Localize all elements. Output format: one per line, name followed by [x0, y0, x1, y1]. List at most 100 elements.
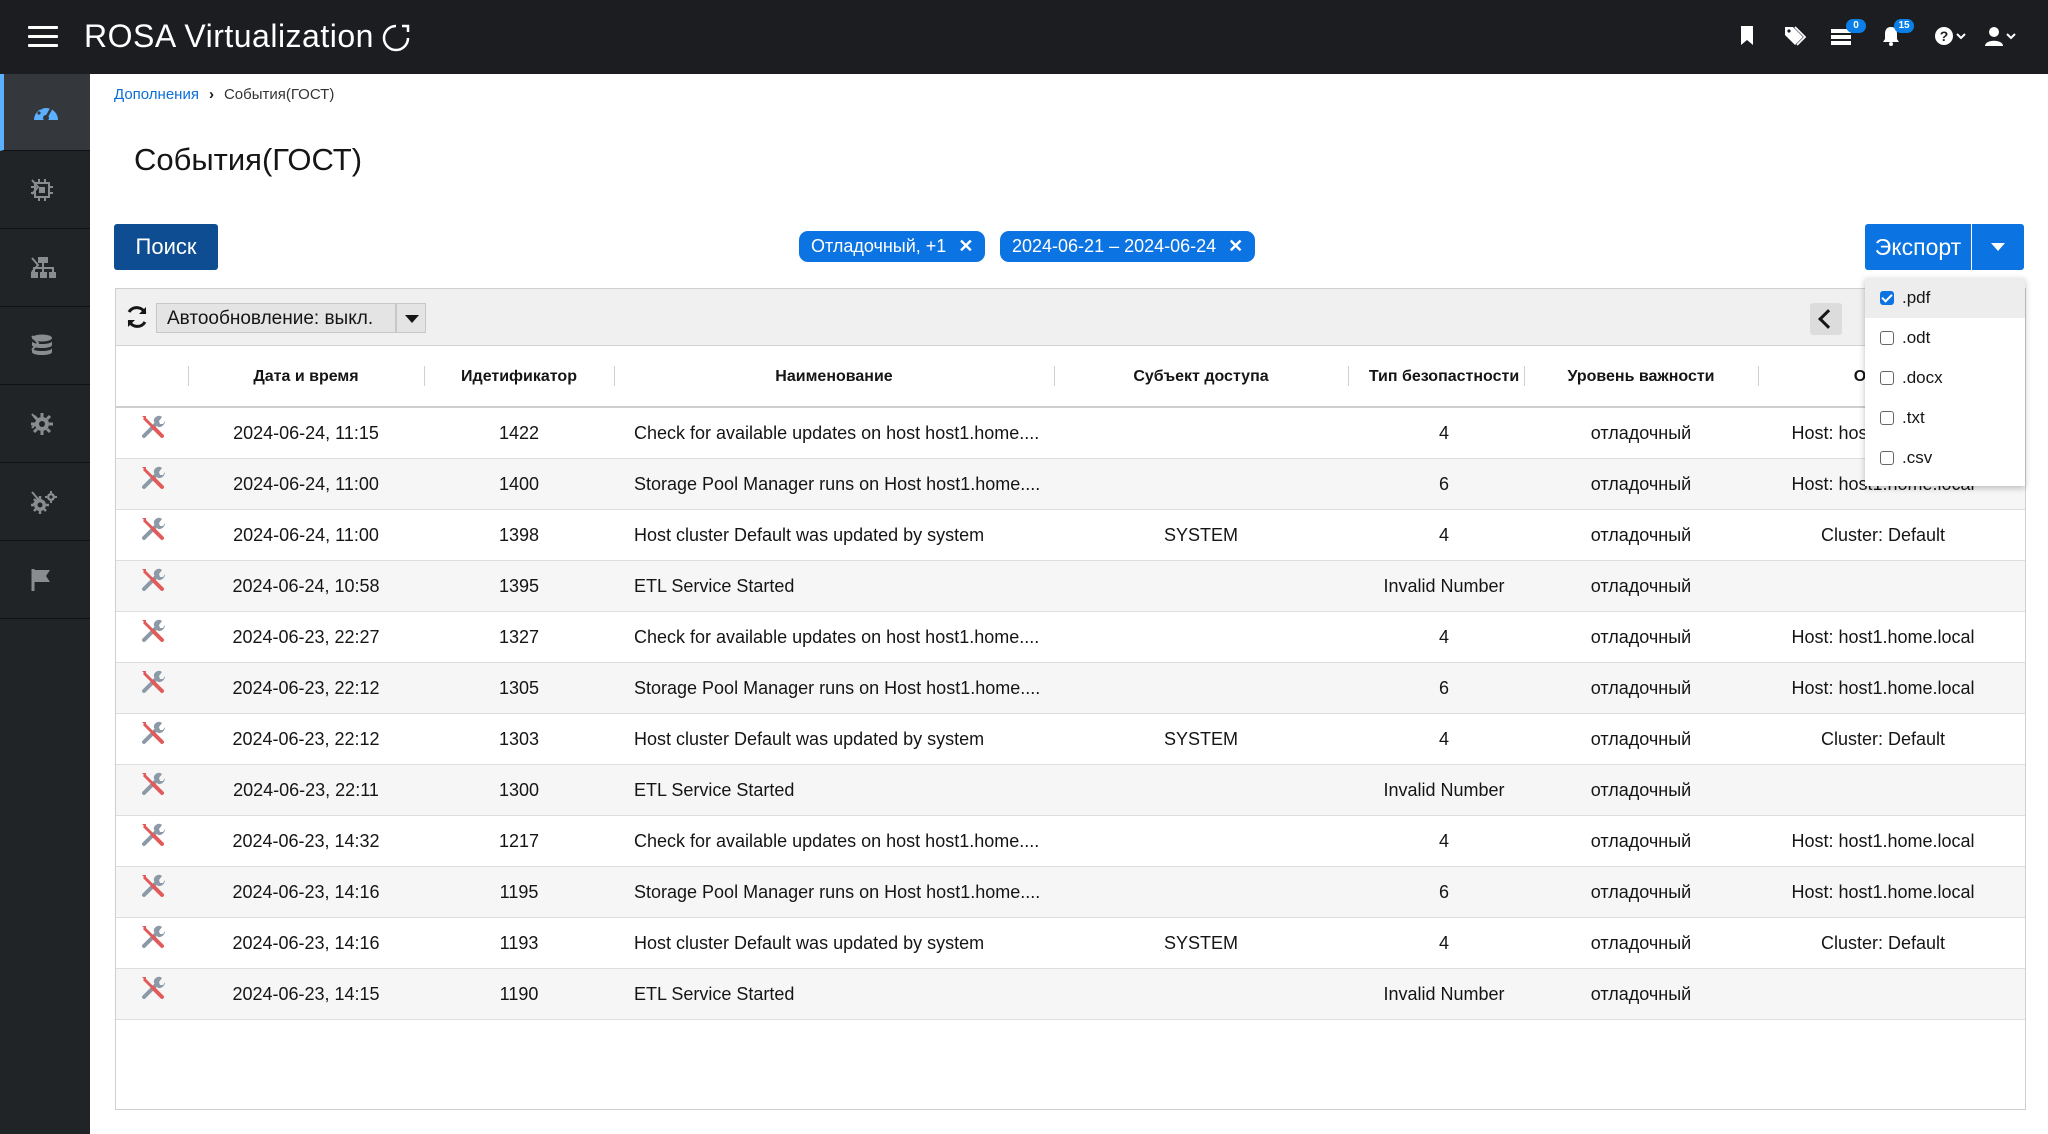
cell-datetime: 2024-06-23, 22:11	[233, 780, 379, 800]
cell-id: 1303	[498, 729, 540, 749]
column-header-severity[interactable]: Уровень важности	[1567, 367, 1715, 385]
sidebar-item-dashboard[interactable]	[0, 74, 90, 151]
column-header-datetime[interactable]: Дата и время	[253, 367, 359, 385]
checkbox[interactable]	[1880, 411, 1894, 425]
table-row[interactable]: 2024-06-23, 14:32 1217 Check for available…	[116, 816, 2025, 867]
cell-name: Check for available updates on host host…	[634, 423, 1040, 443]
help-icon[interactable]: ?	[1934, 22, 1974, 52]
table-row[interactable]: 2024-06-23, 22:12 1303 Host cluster Defaul…	[116, 714, 2025, 765]
table-row[interactable]: 2024-06-23, 22:11 1300 ETL Service Started…	[116, 765, 2025, 816]
cell-name: Host cluster Default was updated by syst…	[634, 933, 985, 953]
export-option-label: .docx	[1902, 368, 1943, 387]
table-row[interactable]: 2024-06-23, 14:16 1195 Storage Pool Manage…	[116, 867, 2025, 918]
export-option-docx[interactable]: .docx	[1865, 358, 2025, 398]
cell-datetime: 2024-06-24, 11:00	[233, 525, 379, 545]
grid-toolbar: Автообновление: выкл.	[116, 289, 2025, 346]
breadcrumb-link-parent[interactable]: Дополнения	[114, 86, 199, 103]
cell-name: Host cluster Default was updated by syst…	[634, 525, 985, 545]
search-button[interactable]: Поиск	[114, 224, 218, 270]
table-row[interactable]: 2024-06-23, 22:12 1305 Storage Pool Manage…	[116, 663, 2025, 714]
filter-chip-label: Отладочный, +1	[811, 236, 947, 256]
cell-id: 1193	[499, 933, 539, 953]
export-option-csv[interactable]: .csv	[1865, 438, 2025, 478]
tags-icon[interactable]	[1780, 22, 1814, 52]
cell-id: 1217	[498, 831, 540, 851]
cell-name: Storage Pool Manager runs on Host host1.…	[634, 474, 1041, 494]
sidebar-item-administration[interactable]	[0, 386, 90, 463]
export-option-txt[interactable]: .txt	[1865, 398, 2025, 438]
table-row[interactable]: 2024-06-24, 11:15 1422 Check for available…	[116, 408, 2025, 459]
filter-chip-label: 2024-06-21 – 2024-06-24	[1012, 236, 1217, 256]
export-option-label: .odt	[1902, 328, 1931, 347]
export-option-odt[interactable]: .odt	[1865, 318, 2025, 358]
cell-security-type: 4	[1438, 627, 1449, 647]
cell-severity: отладочный	[1590, 627, 1692, 647]
cell-id: 1422	[498, 423, 540, 443]
cell-object	[1758, 561, 2008, 611]
cell-subject	[1054, 969, 1348, 1019]
notifications-icon[interactable]: 15	[1876, 19, 1914, 52]
tasks-icon[interactable]: 0	[1828, 19, 1866, 52]
column-header-name[interactable]: Наименование	[775, 367, 893, 385]
storage-icon	[32, 334, 52, 355]
hamburger-menu-icon[interactable]	[28, 26, 58, 48]
checkbox[interactable]	[1880, 371, 1894, 385]
column-separator	[1348, 366, 1349, 386]
close-icon[interactable]: ✕	[1228, 236, 1244, 256]
table-row[interactable]: 2024-06-24, 10:58 1395 ETL Service Started…	[116, 561, 2025, 612]
close-icon[interactable]: ✕	[958, 236, 974, 256]
cell-datetime: 2024-06-23, 14:32	[232, 831, 380, 851]
bookmark-icon[interactable]	[1732, 22, 1766, 52]
cell-id: 1195	[499, 882, 539, 902]
refresh-icon[interactable]	[124, 304, 150, 330]
table-row[interactable]: 2024-06-23, 22:27 1327 Check for available…	[116, 612, 2025, 663]
cell-datetime: 2024-06-24, 11:15	[233, 423, 379, 443]
cell-severity: отладочный	[1590, 423, 1692, 443]
cell-id: 1190	[499, 984, 539, 1004]
table-row[interactable]: 2024-06-24, 11:00 1398 Host cluster Defaul…	[116, 510, 2025, 561]
cell-severity: отладочный	[1590, 780, 1692, 800]
export-option-label: .csv	[1902, 448, 1933, 467]
column-header-security-type[interactable]: Тип безопастности	[1368, 367, 1520, 385]
export-dropdown-toggle[interactable]	[1972, 224, 2024, 270]
sidebar-item-compute[interactable]	[0, 152, 90, 229]
cell-severity: отладочный	[1590, 678, 1692, 698]
sidebar-item-network[interactable]	[0, 230, 90, 307]
sidebar-item-events[interactable]	[0, 542, 90, 619]
cell-object: Host: host1.home.local	[1791, 627, 1975, 647]
tasks-badge: 0	[1846, 19, 1866, 33]
sidebar-item-storage[interactable]	[0, 308, 90, 385]
cell-name: Host cluster Default was updated by syst…	[634, 729, 985, 749]
table-row[interactable]: 2024-06-23, 14:16 1193 Host cluster Defaul…	[116, 918, 2025, 969]
debug-tools-icon	[142, 874, 166, 897]
auto-refresh-button[interactable]: Автообновление: выкл.	[156, 303, 396, 333]
cell-datetime: 2024-06-23, 22:12	[232, 729, 380, 749]
user-icon[interactable]	[1984, 22, 2024, 52]
page-title: События(ГОСТ)	[134, 142, 363, 177]
svg-text:?: ?	[1940, 28, 1949, 44]
cell-severity: отладочный	[1590, 474, 1692, 494]
debug-tools-icon	[142, 466, 166, 489]
checkbox-checked[interactable]	[1880, 291, 1894, 305]
checkbox[interactable]	[1880, 331, 1894, 345]
export-format-menu: .pdf .odt .docx .txt .csv	[1865, 278, 2025, 486]
column-separator	[1758, 366, 1759, 386]
cell-subject	[1054, 663, 1348, 713]
cell-security-type: 4	[1438, 831, 1449, 851]
scroll-left-button[interactable]	[1810, 303, 1842, 335]
cell-id: 1300	[498, 780, 540, 800]
sidebar-item-configure[interactable]	[0, 464, 90, 541]
export-option-pdf[interactable]: .pdf	[1865, 278, 2025, 318]
cell-name: ETL Service Started	[634, 780, 795, 800]
auto-refresh-dropdown-toggle[interactable]	[396, 303, 426, 333]
table-row[interactable]: 2024-06-23, 14:15 1190 ETL Service Started…	[116, 969, 2025, 1020]
column-header-id[interactable]: Идетификатор	[461, 367, 577, 385]
column-header-subject[interactable]: Субъект доступа	[1133, 367, 1269, 385]
cell-id: 1398	[498, 525, 540, 545]
checkbox[interactable]	[1880, 451, 1894, 465]
debug-tools-icon	[142, 517, 166, 540]
events-grid: Автообновление: выкл. Дата и время Идети…	[115, 288, 2026, 1110]
export-button[interactable]: Экспорт	[1865, 224, 1971, 270]
chevron-right-icon	[31, 335, 40, 351]
table-row[interactable]: 2024-06-24, 11:00 1400 Storage Pool Manage…	[116, 459, 2025, 510]
